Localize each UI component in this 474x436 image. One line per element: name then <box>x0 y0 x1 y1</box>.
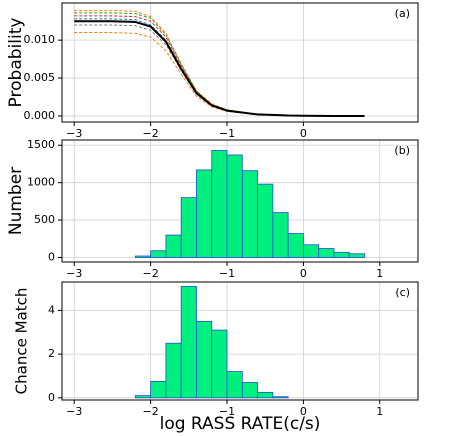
panel-annotation: (b) <box>394 144 410 157</box>
x-tick-label: −2 <box>143 127 159 140</box>
x-tick-label: −1 <box>219 267 235 280</box>
histogram-bar <box>165 342 182 399</box>
x-tick-label: −2 <box>143 267 159 280</box>
y-tick-label: 4 <box>48 303 55 316</box>
x-tick-label: −3 <box>66 127 82 140</box>
histogram-bar <box>241 170 258 258</box>
line-series <box>74 10 365 117</box>
x-tick-label: −3 <box>66 405 82 418</box>
y-axis-label: Number <box>6 167 26 235</box>
histogram-bar <box>287 233 304 258</box>
line-series <box>74 12 365 117</box>
histogram-bar <box>196 169 213 258</box>
line-series <box>74 24 365 117</box>
y-axis-label: Chance Match <box>13 288 31 395</box>
plot-frame <box>61 281 419 401</box>
x-tick-label: −1 <box>219 127 235 140</box>
x-tick-label: −1 <box>219 405 235 418</box>
plot-frame <box>61 2 419 123</box>
y-tick-label: 2 <box>48 347 55 360</box>
y-tick-label: 1500 <box>27 138 55 151</box>
histogram-bar <box>348 253 365 258</box>
histogram-bar <box>226 154 243 258</box>
y-tick-label: 1000 <box>27 176 55 189</box>
histogram-bar <box>272 212 289 258</box>
line-series <box>74 20 365 117</box>
histogram-bar <box>134 395 152 399</box>
histogram-bar <box>180 197 197 258</box>
x-tick-label: 0 <box>300 127 307 140</box>
histogram-bar <box>257 391 274 399</box>
y-axis-label: Probability <box>6 18 26 108</box>
line-series <box>74 15 365 117</box>
line-series <box>74 32 365 117</box>
histogram-bar <box>318 248 335 258</box>
histogram-bar <box>303 244 320 258</box>
histogram-bar <box>211 150 228 258</box>
x-tick-label: 1 <box>376 405 383 418</box>
histogram-bar <box>241 382 258 399</box>
histogram-bar <box>196 320 213 399</box>
histogram-bar <box>150 250 167 258</box>
x-tick-label: 1 <box>376 267 383 280</box>
panel-annotation: (a) <box>395 7 410 20</box>
histogram-bar <box>272 396 289 399</box>
histogram-bar <box>180 285 197 399</box>
x-tick-label: −2 <box>143 405 159 418</box>
y-tick-label: 0.000 <box>24 109 56 122</box>
histogram-bar <box>226 371 243 399</box>
y-tick-label: 0 <box>48 391 55 404</box>
y-tick-label: 0.005 <box>24 71 56 84</box>
panel-annotation: (c) <box>395 286 410 299</box>
histogram-bar <box>150 381 167 399</box>
y-tick-label: 0.010 <box>24 33 56 46</box>
histogram-bar <box>211 329 228 399</box>
histogram-bar <box>333 251 350 258</box>
x-axis-label: log RASS RATE(c/s) <box>160 414 321 434</box>
line-series <box>74 18 365 117</box>
x-tick-label: 0 <box>300 267 307 280</box>
y-tick-label: 500 <box>34 213 55 226</box>
x-tick-label: −3 <box>66 267 82 280</box>
plot-frame <box>61 139 419 263</box>
y-tick-label: 0 <box>48 251 55 264</box>
histogram-bar <box>257 183 274 258</box>
x-tick-label: 0 <box>300 405 307 418</box>
histogram-bar <box>165 234 182 258</box>
histogram-bar <box>134 255 152 258</box>
